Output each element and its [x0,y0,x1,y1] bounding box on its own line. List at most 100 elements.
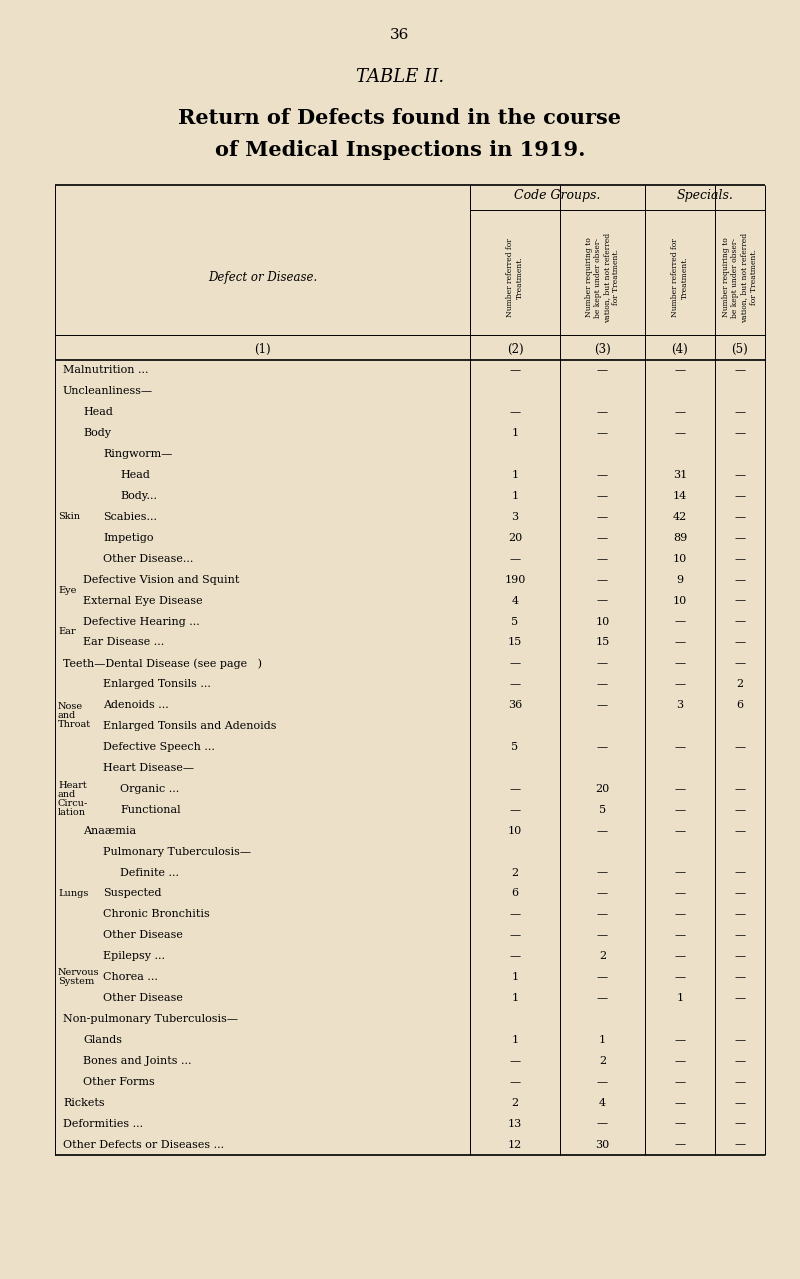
Text: 2: 2 [599,952,606,962]
Text: —: — [597,596,608,605]
Text: —: — [674,742,686,752]
Text: Impetigo: Impetigo [103,533,154,542]
Text: Rickets: Rickets [63,1097,105,1108]
Text: Code Groups.: Code Groups. [514,189,601,202]
Text: Ringworm—: Ringworm— [103,449,172,459]
Text: Head: Head [120,471,150,480]
Text: —: — [734,742,746,752]
Text: —: — [674,952,686,962]
Text: —: — [734,1097,746,1108]
Text: 1: 1 [511,972,518,982]
Text: 10: 10 [673,554,687,564]
Text: Body...: Body... [120,491,157,501]
Text: Defective Speech ...: Defective Speech ... [103,742,215,752]
Text: 20: 20 [508,533,522,542]
Text: 1: 1 [511,471,518,480]
Text: —: — [674,407,686,417]
Text: Enlarged Tonsils and Adenoids: Enlarged Tonsils and Adenoids [103,721,277,732]
Text: —: — [674,1140,686,1150]
Text: 15: 15 [508,637,522,647]
Text: (4): (4) [672,343,688,356]
Text: —: — [510,1056,521,1065]
Text: —: — [674,804,686,815]
Text: External Eye Disease: External Eye Disease [83,596,202,605]
Text: 5: 5 [511,742,518,752]
Text: —: — [674,1119,686,1128]
Text: Defective Vision and Squint: Defective Vision and Squint [83,574,239,585]
Text: —: — [734,784,746,794]
Text: —: — [734,554,746,564]
Text: —: — [734,1056,746,1065]
Text: —: — [734,1077,746,1087]
Text: —: — [510,1077,521,1087]
Text: —: — [510,784,521,794]
Text: 2: 2 [737,679,743,689]
Text: 1: 1 [511,993,518,1003]
Text: —: — [510,407,521,417]
Text: Non-pulmonary Tuberculosis—: Non-pulmonary Tuberculosis— [63,1014,238,1024]
Text: 3: 3 [511,512,518,522]
Text: —: — [597,407,608,417]
Text: 2: 2 [511,867,518,877]
Text: —: — [597,1077,608,1087]
Text: Uncleanliness—: Uncleanliness— [63,386,153,396]
Text: 1: 1 [677,993,683,1003]
Text: —: — [734,909,746,920]
Text: —: — [734,533,746,542]
Text: Nose: Nose [58,702,83,711]
Text: 89: 89 [673,533,687,542]
Text: —: — [674,930,686,940]
Text: —: — [597,889,608,898]
Text: —: — [734,930,746,940]
Text: Definite ...: Definite ... [120,867,179,877]
Text: —: — [597,471,608,480]
Text: —: — [597,574,608,585]
Text: Number requiring to
be kept under obser-
vation, but not referred
for Treatment.: Number requiring to be kept under obser-… [585,233,620,322]
Text: —: — [597,512,608,522]
Text: —: — [674,637,686,647]
Text: —: — [734,972,746,982]
Text: 36: 36 [508,700,522,710]
Text: —: — [674,366,686,376]
Text: Chorea ...: Chorea ... [103,972,158,982]
Text: Other Disease...: Other Disease... [103,554,194,564]
Text: —: — [674,1077,686,1087]
Text: —: — [734,804,746,815]
Text: —: — [510,659,521,669]
Text: —: — [597,491,608,501]
Text: 1: 1 [511,491,518,501]
Text: —: — [734,428,746,439]
Text: 1: 1 [511,428,518,439]
Text: —: — [674,679,686,689]
Text: (1): (1) [254,343,271,356]
Text: —: — [734,889,746,898]
Text: 5: 5 [511,616,518,627]
Text: 13: 13 [508,1119,522,1128]
Text: —: — [734,952,746,962]
Text: Circu-: Circu- [58,799,88,808]
Text: —: — [734,491,746,501]
Text: —: — [734,574,746,585]
Text: —: — [597,909,608,920]
Text: Other Disease: Other Disease [103,993,183,1003]
Text: —: — [734,1140,746,1150]
Text: —: — [510,930,521,940]
Text: Functional: Functional [120,804,181,815]
Text: Chronic Bronchitis: Chronic Bronchitis [103,909,210,920]
Text: Other Disease: Other Disease [103,930,183,940]
Text: TABLE II.: TABLE II. [356,68,444,86]
Text: Other Defects or Diseases ...: Other Defects or Diseases ... [63,1140,224,1150]
Text: 31: 31 [673,471,687,480]
Text: 9: 9 [677,574,683,585]
Text: 1: 1 [599,1035,606,1045]
Text: —: — [510,679,521,689]
Text: Malnutrition ...: Malnutrition ... [63,366,149,376]
Text: 190: 190 [504,574,526,585]
Text: Adenoids ...: Adenoids ... [103,700,169,710]
Text: —: — [597,993,608,1003]
Text: (5): (5) [732,343,748,356]
Text: and: and [58,711,76,720]
Text: 2: 2 [599,1056,606,1065]
Text: Teeth—Dental Disease (see page   ): Teeth—Dental Disease (see page ) [63,659,262,669]
Text: Glands: Glands [83,1035,122,1045]
